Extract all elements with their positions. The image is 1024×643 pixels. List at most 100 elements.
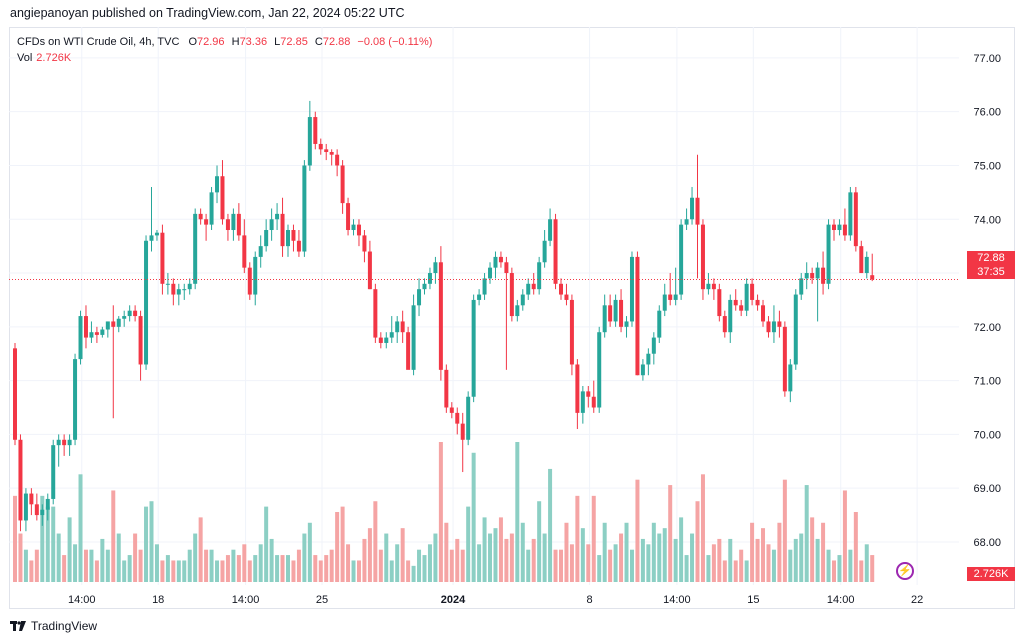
candle-body: [695, 197, 700, 225]
volume-bar: [138, 549, 143, 582]
candle-body: [477, 294, 482, 300]
candle-body: [548, 219, 553, 241]
volume-bar: [389, 560, 394, 582]
lightning-icon[interactable]: ⚡: [896, 562, 914, 580]
volume-bar: [542, 533, 547, 582]
volume-bar: [215, 560, 220, 582]
price-tick-label: 69.00: [973, 483, 1001, 495]
volume-bar: [176, 560, 181, 582]
volume-bar: [815, 538, 820, 582]
candle-body: [493, 256, 498, 268]
candle-body: [498, 256, 503, 263]
volume-bar: [384, 533, 389, 582]
volume-bar: [613, 544, 618, 582]
volume-bar: [684, 555, 689, 582]
candle-body: [438, 262, 443, 370]
price-tick-label: 68.00: [973, 537, 1001, 549]
candle-body: [662, 294, 667, 311]
candle-body: [455, 412, 460, 424]
candle-body: [296, 240, 301, 252]
candle-body: [116, 318, 121, 327]
volume-bar: [346, 544, 351, 582]
volume-bar: [209, 549, 214, 582]
volume-bar: [591, 495, 596, 582]
volume-bar: [340, 506, 345, 582]
volume-label[interactable]: Vol: [17, 52, 33, 64]
candle-body: [264, 230, 269, 247]
legend-ohlc-row: CFDs on WTI Crude Oil, 4h, TVC O72.96 H7…: [17, 34, 436, 50]
candlestick-chart[interactable]: 68.0069.0070.0071.0072.0073.0074.0075.00…: [9, 27, 1015, 609]
publisher-line: angiepanoyan published on TradingView.co…: [10, 6, 405, 20]
candle-body: [367, 251, 372, 290]
volume-bar: [498, 517, 503, 582]
volume-bar: [646, 544, 651, 582]
candle-body: [198, 213, 203, 220]
time-tick-label: 25: [316, 594, 328, 606]
volume-bar: [662, 528, 667, 582]
candle-body: [488, 267, 493, 279]
volume-bar: [853, 512, 858, 582]
candle-body: [73, 359, 78, 440]
candle-body: [182, 289, 187, 291]
candle-body: [591, 396, 596, 408]
candle-body: [13, 348, 17, 440]
candle-body: [171, 283, 176, 295]
volume-bar: [280, 555, 285, 582]
volume-bar: [842, 490, 847, 582]
volume-bar: [73, 544, 78, 582]
volume-bar: [111, 490, 116, 582]
candle-body: [471, 299, 476, 397]
candle-body: [739, 305, 744, 311]
time-tick-label: 14:00: [232, 594, 260, 606]
symbol-title[interactable]: CFDs on WTI Crude Oil, 4h, TVC: [17, 36, 180, 48]
candle-body: [247, 267, 252, 295]
candle-body: [389, 332, 394, 338]
volume-bar: [832, 560, 836, 582]
candle-body: [384, 337, 389, 343]
candle-body: [215, 176, 220, 193]
change-value: −0.08 (−0.11%): [357, 36, 433, 48]
candle-body: [755, 299, 760, 306]
volume-bar: [378, 549, 383, 582]
time-tick-label: 15: [747, 594, 759, 606]
volume-bar: [100, 538, 105, 582]
candle-body: [449, 407, 454, 413]
volume-bar: [668, 485, 673, 582]
candle-body: [89, 332, 94, 338]
candle-body: [837, 224, 842, 231]
volume-bar: [373, 501, 378, 582]
candle-body: [209, 192, 214, 225]
candle-body: [23, 493, 28, 521]
volume-bar: [335, 512, 340, 582]
volume-bar: [160, 560, 165, 582]
price-tick-label: 70.00: [973, 429, 1001, 441]
volume-bar: [717, 538, 722, 582]
volume-bar: [56, 533, 61, 582]
candle-body: [673, 294, 678, 300]
candle-body: [575, 364, 580, 413]
volume-bar: [750, 522, 755, 582]
volume-bar: [782, 479, 787, 582]
candle-body: [122, 316, 127, 319]
volume-bar: [351, 560, 356, 582]
volume-bar: [788, 549, 793, 582]
candle-body: [378, 337, 383, 343]
price-tick-label: 77.00: [973, 53, 1001, 65]
candle-body: [504, 262, 509, 274]
volume-bar: [231, 549, 236, 582]
volume-bar: [40, 495, 45, 582]
volume-bar: [569, 544, 574, 582]
candle-body: [460, 423, 465, 440]
candle-body: [318, 143, 323, 150]
volume-bar: [204, 549, 209, 582]
volume-bar: [471, 452, 476, 582]
volume-bar: [444, 522, 449, 582]
volume-bar: [711, 544, 716, 582]
volume-bar: [356, 560, 361, 582]
candle-body: [542, 240, 547, 263]
volume-bar: [580, 528, 585, 582]
legend-volume-row: Vol 2.726K: [17, 50, 436, 66]
volume-bar: [51, 506, 56, 582]
last-price-tag: 72.88: [967, 251, 1015, 265]
volume-bar: [307, 522, 312, 582]
